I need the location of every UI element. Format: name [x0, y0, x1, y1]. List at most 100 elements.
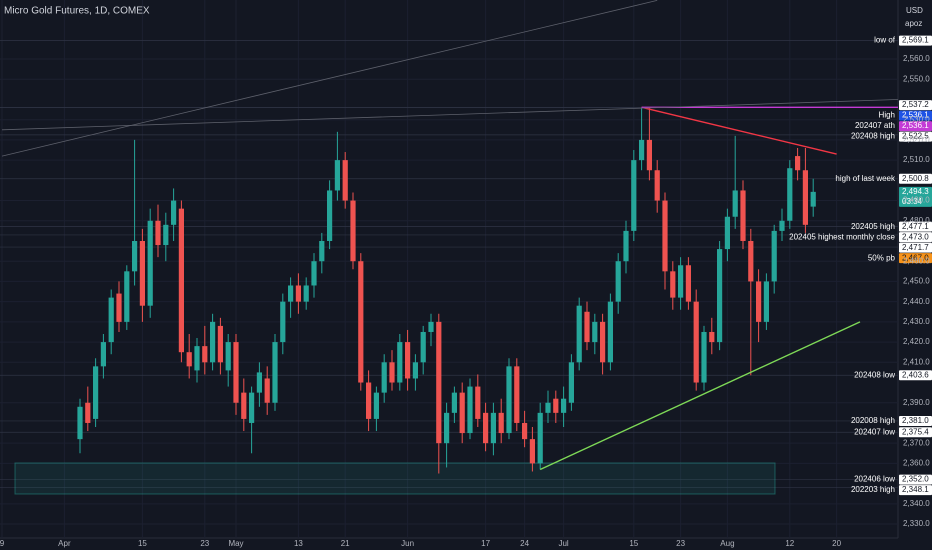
candle-body: [420, 331, 426, 363]
x-tick-label: 15: [629, 539, 638, 548]
x-tick-label: 20: [832, 539, 841, 548]
candle-body: [334, 160, 340, 191]
candle-body: [194, 346, 200, 371]
candle-body: [646, 139, 652, 171]
trendline: [641, 106, 837, 155]
candle-body: [405, 342, 411, 379]
candle-body: [342, 160, 348, 201]
price-label: 2,500.8: [902, 174, 929, 183]
candle-body: [553, 398, 559, 413]
candle-body: [600, 321, 606, 363]
y-tick-label: 2,560.0: [903, 54, 930, 63]
candle-body: [303, 285, 309, 302]
x-tick-label: Aug: [720, 539, 734, 548]
chart-title: Micro Gold Futures, 1D, COMEX: [4, 6, 150, 17]
price-label: 2,494.3: [902, 187, 929, 196]
candle-body: [623, 230, 629, 262]
zone: [14, 462, 776, 495]
x-tick-label: May: [228, 539, 243, 548]
price-label: 2,348.1: [902, 485, 929, 494]
price-label-box: [899, 173, 932, 184]
level-note: 202008 high: [851, 416, 895, 425]
x-tick-label: 24: [520, 539, 529, 548]
candle-body: [358, 261, 364, 383]
level-note: 202408 high: [851, 132, 895, 141]
candle-body: [428, 321, 434, 332]
candle-body: [350, 200, 356, 262]
x-tick-label: Apr: [58, 539, 71, 548]
candle-body: [163, 224, 169, 246]
price-label-box: [899, 221, 932, 232]
level-note: 202405 highest monthly close: [789, 232, 895, 241]
y-tick-label: 2,510.0: [903, 155, 930, 164]
candle-body: [631, 160, 637, 231]
candle-body: [311, 261, 317, 286]
candle-body: [444, 412, 450, 444]
candle-body: [693, 301, 699, 383]
candle-body: [280, 301, 286, 343]
price-label-box: [899, 35, 932, 46]
price-label: 2,471.7: [902, 243, 929, 252]
y-tick-label: 2,490.0: [903, 196, 930, 205]
level-note: 202407 low: [854, 427, 895, 436]
candle-body: [490, 412, 496, 444]
candle-body: [514, 366, 520, 423]
candle-body: [319, 240, 325, 262]
price-label-box: [899, 253, 932, 264]
y-tick-label: 2,410.0: [903, 357, 930, 366]
price-label-box: [899, 427, 932, 438]
x-tick-label: 12: [785, 539, 794, 548]
candle-body: [732, 190, 738, 217]
candle-body: [568, 362, 574, 403]
candle-body: [373, 392, 379, 419]
x-tick-label: 13: [294, 539, 303, 548]
candle-body: [662, 200, 668, 272]
candle-body: [210, 321, 216, 363]
candle-body: [467, 386, 473, 434]
candle-body: [529, 439, 535, 464]
currency[interactable]: USD: [906, 6, 923, 15]
candle-body: [202, 346, 208, 363]
price-label: 2,375.4: [902, 427, 929, 436]
candle-body: [756, 281, 762, 322]
y-tick-label: 2,460.0: [903, 256, 930, 265]
x-tick-label: Jun: [401, 539, 414, 548]
y-tick-label: 2,330.0: [903, 519, 930, 528]
candle-body: [592, 321, 598, 343]
user[interactable]: apoz: [905, 19, 922, 28]
trendline: [1, 99, 899, 131]
y-tick-label: 2,440.0: [903, 297, 930, 306]
x-tick-label: 23: [676, 539, 685, 548]
candle-body: [264, 378, 270, 403]
price-label: 2,477.1: [902, 222, 929, 231]
candle-body: [459, 392, 465, 434]
candle-body: [412, 362, 418, 379]
candle-body: [670, 271, 676, 298]
y-tick-label: 2,480.0: [903, 216, 930, 225]
level-note: 202408 low: [854, 370, 895, 379]
candle-body: [498, 412, 504, 434]
candle-body: [483, 412, 489, 444]
price-label: 2,569.1: [902, 36, 929, 45]
level-note: high of last week: [835, 174, 896, 183]
candle-body: [225, 342, 231, 371]
x-tick-label: 15: [138, 539, 147, 548]
y-tick-label: 2,430.0: [903, 317, 930, 326]
price-label-box: [899, 232, 932, 243]
candle-body: [787, 168, 793, 221]
level-note: 202405 high: [851, 222, 895, 231]
price-label-box: [899, 121, 932, 132]
candle-body: [537, 412, 543, 464]
candle-body: [451, 392, 457, 413]
candle-body: [77, 406, 83, 440]
candle-body: [295, 285, 301, 302]
y-tick-label: 2,390.0: [903, 398, 930, 407]
price-label-box: [899, 131, 932, 142]
candle-body: [763, 281, 769, 322]
candle-body: [615, 261, 621, 302]
price-label-box: [899, 485, 932, 496]
candle-body: [139, 240, 145, 306]
price-label: 2,537.2: [902, 100, 929, 109]
candle-body: [108, 297, 114, 343]
candle-body: [327, 190, 333, 241]
